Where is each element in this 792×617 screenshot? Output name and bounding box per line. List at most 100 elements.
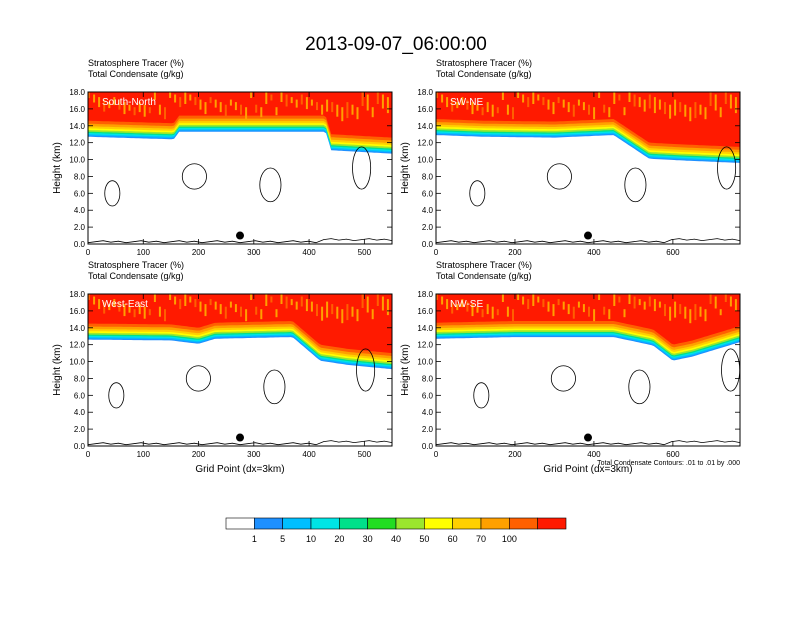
tracer-texture [331, 102, 334, 113]
tracer-texture [214, 301, 217, 310]
tracer-texture [386, 299, 389, 316]
tracer-texture [260, 309, 263, 320]
x-tick-label: 100 [137, 248, 151, 257]
tracer-texture [376, 92, 379, 104]
tracer-texture [316, 304, 318, 317]
tracer-texture [250, 92, 253, 98]
x-tick-label: 600 [666, 450, 680, 459]
tracer-texture [189, 94, 192, 101]
tracer-texture [496, 107, 499, 114]
tracer-texture [310, 301, 313, 312]
terrain-line [88, 440, 392, 446]
tracer-texture [729, 296, 732, 307]
colorbar-box [395, 517, 425, 530]
condensate-contour [356, 348, 376, 392]
tracer-texture [714, 296, 717, 309]
tracer-texture [714, 94, 717, 111]
tracer-texture [118, 99, 121, 110]
tracer-texture [143, 104, 146, 117]
tracer-texture [234, 102, 237, 111]
y-tick-label: 6.0 [74, 189, 86, 198]
tracer-texture [361, 294, 364, 308]
tracer-texture [593, 107, 596, 120]
tracer-texture [138, 102, 141, 113]
tracer-texture [194, 97, 197, 106]
tracer-texture [366, 296, 369, 313]
y-tick-label: 6.0 [74, 391, 86, 400]
y-tick-label: 18.0 [69, 290, 85, 299]
tracer-texture [285, 296, 288, 309]
tracer-texture [270, 94, 273, 101]
condensate-contour [104, 180, 121, 207]
tracer-texture [658, 301, 661, 308]
tracer-texture [557, 97, 560, 104]
tracer-texture [598, 294, 601, 300]
condensate-contour [259, 167, 282, 203]
colorbar-label: 1 [252, 534, 257, 544]
y-tick-label: 8.0 [422, 374, 434, 383]
tracer-texture [628, 294, 631, 304]
tracer-texture [557, 299, 560, 306]
x-tick-label: 200 [508, 248, 522, 257]
y-tick-label: 4.0 [74, 408, 86, 417]
tracer-texture [285, 94, 288, 107]
x-tick-label: 200 [192, 450, 206, 459]
tracer-texture [689, 107, 692, 122]
tracer-texture [224, 306, 227, 319]
tracer-texture [158, 306, 161, 317]
tracer-texture [669, 306, 672, 321]
tracer-texture [486, 102, 489, 113]
colorbar-label: 30 [363, 534, 373, 544]
tracer-texture [209, 299, 212, 306]
terrain-line [436, 440, 740, 446]
tracer-texture [623, 309, 626, 318]
tracer-texture [481, 107, 484, 116]
panel-subtitle: Total Condensate (g/kg) [436, 271, 532, 281]
tracer-texture [138, 304, 141, 315]
tracer-texture [674, 99, 677, 116]
y-tick-label: 2.0 [422, 223, 434, 232]
y-tick-label: 0.0 [74, 240, 86, 249]
tracer-texture [436, 92, 438, 98]
tracer-texture [451, 301, 454, 314]
tracer-texture [582, 102, 585, 111]
tracer-texture [684, 306, 687, 319]
tracer-texture [623, 107, 626, 116]
tracer-texture [93, 296, 96, 305]
tracer-texture [653, 97, 656, 114]
tracer-texture [133, 107, 136, 116]
tracer-texture [532, 294, 535, 306]
tracer-texture [153, 294, 156, 302]
tracer-texture [255, 104, 258, 113]
tracer-texture [648, 296, 651, 307]
tracer-texture [486, 304, 489, 315]
tracer-texture [366, 94, 369, 111]
tracer-texture [613, 92, 616, 104]
tracer-texture [381, 94, 384, 109]
tracer-texture [113, 97, 116, 106]
colorbar: 1 5 10 20 30 40 50 60 70 100 [225, 517, 567, 544]
tracer-texture [638, 299, 641, 306]
tracer-texture [643, 301, 646, 310]
tracer-texture [153, 92, 156, 100]
tracer-texture [456, 304, 459, 311]
tracer-texture [704, 107, 707, 120]
x-tick-label: 0 [86, 248, 91, 257]
tracer-texture [88, 294, 90, 300]
tracer-texture [93, 94, 96, 103]
panel-south-north: South-North Stratosphere Tracer (%)Total … [52, 58, 393, 257]
tracer-texture [542, 97, 545, 106]
tracer-texture [491, 306, 494, 319]
colorbar-box [282, 517, 312, 530]
tracer-texture [133, 309, 136, 318]
tracer-texture [245, 309, 248, 322]
tracer-texture [386, 97, 389, 114]
colorbar-box [310, 517, 340, 530]
terrain-line [88, 238, 392, 244]
tracer-texture [184, 294, 187, 306]
tracer-texture [250, 294, 253, 300]
condensate-contour [185, 365, 211, 392]
tracer-texture [275, 107, 278, 116]
panel-sw-ne: SW-NE Stratosphere Tracer (%)Total Conden… [400, 58, 741, 257]
tracer-texture [734, 299, 737, 312]
